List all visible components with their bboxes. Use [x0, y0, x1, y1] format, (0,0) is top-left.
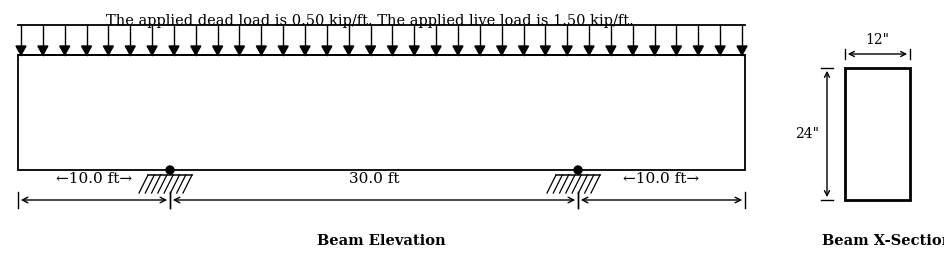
Circle shape: [573, 166, 582, 174]
Text: The applied dead load is 0.50 kip/ft. The applied live load is 1.50 kip/ft.: The applied dead load is 0.50 kip/ft. Th…: [106, 14, 633, 28]
Polygon shape: [497, 46, 506, 55]
Polygon shape: [344, 46, 353, 55]
Bar: [844, 68, 909, 200]
Polygon shape: [234, 46, 244, 55]
Polygon shape: [81, 46, 92, 55]
Text: 12": 12": [865, 33, 888, 47]
Polygon shape: [256, 46, 266, 55]
Polygon shape: [693, 46, 702, 55]
Polygon shape: [452, 46, 463, 55]
Polygon shape: [562, 46, 572, 55]
Polygon shape: [605, 46, 615, 55]
Polygon shape: [16, 46, 26, 55]
Polygon shape: [59, 46, 70, 55]
Polygon shape: [540, 46, 549, 55]
Polygon shape: [715, 46, 724, 55]
Text: 30.0 ft: 30.0 ft: [348, 172, 398, 186]
Polygon shape: [191, 46, 200, 55]
Polygon shape: [474, 46, 484, 55]
Polygon shape: [387, 46, 397, 55]
Text: ←10.0 ft→: ←10.0 ft→: [56, 172, 132, 186]
Bar: [18, 55, 744, 170]
Polygon shape: [518, 46, 528, 55]
Polygon shape: [38, 46, 48, 55]
Polygon shape: [278, 46, 288, 55]
Polygon shape: [430, 46, 441, 55]
Polygon shape: [147, 46, 157, 55]
Polygon shape: [212, 46, 223, 55]
Bar: [18, 55, 744, 65]
Polygon shape: [671, 46, 681, 55]
Polygon shape: [649, 46, 659, 55]
Text: Beam X-Section: Beam X-Section: [821, 234, 944, 248]
Text: ←10.0 ft→: ←10.0 ft→: [623, 172, 699, 186]
Text: 24": 24": [794, 127, 818, 141]
Polygon shape: [299, 46, 310, 55]
Polygon shape: [103, 46, 113, 55]
Polygon shape: [365, 46, 375, 55]
Polygon shape: [126, 46, 135, 55]
Polygon shape: [322, 46, 331, 55]
Circle shape: [166, 166, 174, 174]
Text: Beam Elevation: Beam Elevation: [317, 234, 446, 248]
Polygon shape: [169, 46, 178, 55]
Polygon shape: [409, 46, 419, 55]
Polygon shape: [627, 46, 637, 55]
Polygon shape: [736, 46, 746, 55]
Polygon shape: [583, 46, 594, 55]
